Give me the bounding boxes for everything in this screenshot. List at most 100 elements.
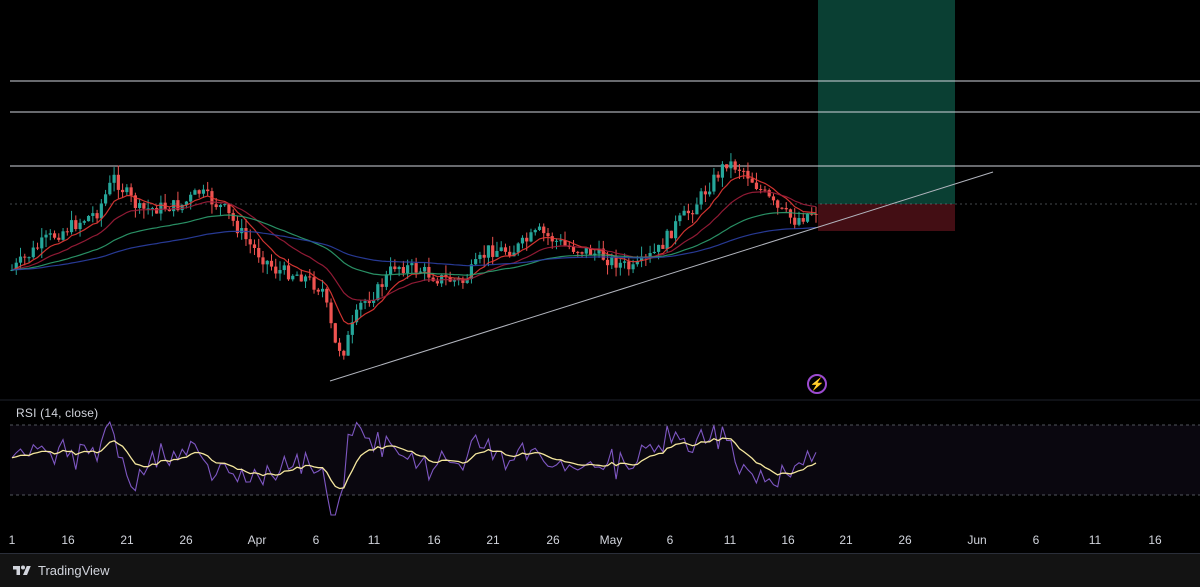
candle-body bbox=[482, 254, 486, 258]
candle-body bbox=[627, 261, 631, 270]
candle-body bbox=[801, 218, 805, 222]
candle-body bbox=[401, 267, 405, 274]
candle-body bbox=[316, 289, 320, 292]
ascending-trendline bbox=[329, 171, 994, 382]
candle-body bbox=[695, 204, 699, 215]
x-axis-tick-label: 21 bbox=[120, 533, 134, 547]
long-target-zone bbox=[818, 0, 955, 204]
candle-body bbox=[282, 265, 286, 271]
candle-body bbox=[82, 221, 86, 223]
candle-body bbox=[346, 334, 350, 356]
x-axis-tick-label: 26 bbox=[179, 533, 193, 547]
candle-body bbox=[529, 232, 533, 242]
candle-body bbox=[703, 191, 707, 195]
candle-body bbox=[435, 281, 439, 284]
x-axis-tick-label: Apr bbox=[248, 533, 267, 547]
candle-body bbox=[614, 256, 618, 268]
candle-body bbox=[48, 233, 52, 235]
candle-body bbox=[601, 248, 605, 260]
candle-body bbox=[669, 230, 673, 239]
rsi-band bbox=[10, 425, 1200, 495]
candle-body bbox=[265, 260, 269, 265]
candle-body bbox=[371, 299, 376, 303]
candle-body bbox=[588, 247, 593, 256]
candle-body bbox=[499, 247, 503, 251]
candle-body bbox=[478, 254, 482, 260]
candle-body bbox=[350, 322, 354, 335]
candle-body bbox=[597, 248, 601, 254]
candle-body bbox=[657, 244, 661, 252]
candle-body bbox=[537, 226, 542, 231]
candle-body bbox=[610, 256, 614, 266]
candle-body bbox=[495, 250, 499, 257]
candle-body bbox=[520, 237, 525, 244]
candle-body bbox=[622, 261, 627, 263]
candle-body bbox=[733, 161, 737, 170]
candle-body bbox=[367, 301, 371, 303]
candle-body bbox=[661, 244, 665, 249]
candle-body bbox=[129, 187, 133, 196]
candle-body bbox=[503, 247, 508, 252]
candle-body bbox=[776, 200, 780, 208]
candle-body bbox=[112, 174, 116, 183]
candle-body bbox=[150, 208, 154, 210]
candle-body bbox=[252, 244, 257, 248]
candle-body bbox=[635, 260, 639, 265]
rsi-indicator-label[interactable]: RSI (14, close) bbox=[16, 406, 99, 420]
candle-body bbox=[308, 276, 312, 278]
candle-body bbox=[465, 278, 469, 283]
tradingview-brand[interactable]: TradingView bbox=[12, 563, 110, 578]
candle-body bbox=[797, 218, 801, 225]
x-axis-tick-label: 16 bbox=[781, 533, 795, 547]
candle-body bbox=[223, 204, 227, 206]
candle-body bbox=[554, 240, 559, 242]
price-chart[interactable]: 1 16 21 26 Apr 6 11 16 21 26 May 6 11 16 21 26 Jun 6 11 16 bbox=[0, 0, 1200, 553]
candle-body bbox=[508, 251, 512, 257]
candle-body bbox=[159, 202, 163, 214]
candle-body bbox=[342, 350, 346, 356]
candle-body bbox=[665, 230, 669, 249]
candle-body bbox=[278, 270, 282, 274]
candle-body bbox=[805, 213, 810, 222]
x-axis-tick-label: 16 bbox=[427, 533, 441, 547]
candle-body bbox=[486, 245, 491, 258]
candle-body bbox=[618, 262, 622, 268]
candle-body bbox=[423, 266, 427, 272]
candle-body bbox=[354, 309, 359, 323]
candle-body bbox=[65, 231, 69, 233]
candle-body bbox=[427, 266, 431, 278]
candle-body bbox=[725, 164, 729, 169]
candle-body bbox=[31, 247, 35, 258]
candle-body bbox=[257, 247, 261, 258]
candle-body bbox=[780, 207, 784, 209]
x-axis-tick-label: 21 bbox=[839, 533, 853, 547]
x-axis-tick-label: 16 bbox=[1148, 533, 1162, 547]
candle-body bbox=[546, 233, 550, 237]
candle-body bbox=[563, 240, 567, 246]
candle-body bbox=[61, 231, 65, 240]
lightning-icon[interactable]: ⚡ bbox=[807, 374, 827, 394]
candle-body bbox=[491, 245, 495, 257]
candle-body bbox=[788, 209, 793, 218]
candle-body bbox=[678, 215, 682, 222]
candle-body bbox=[559, 240, 563, 242]
candle-body bbox=[274, 266, 278, 274]
candle-body bbox=[750, 178, 754, 183]
candle-body bbox=[337, 342, 342, 351]
candle-body bbox=[121, 189, 125, 193]
candle-body bbox=[138, 203, 142, 208]
candle-body bbox=[652, 251, 656, 254]
candle-body bbox=[206, 189, 210, 192]
candle-body bbox=[40, 237, 44, 249]
ema-long-line bbox=[11, 226, 817, 271]
candle-body bbox=[767, 190, 771, 197]
candle-body bbox=[737, 169, 742, 171]
candle-body bbox=[95, 213, 99, 219]
candle-body bbox=[533, 230, 537, 233]
candle-body bbox=[686, 210, 690, 214]
candle-body bbox=[580, 252, 584, 254]
candle-body bbox=[197, 190, 201, 194]
candle-body bbox=[269, 260, 274, 267]
ema-mid-line bbox=[11, 191, 817, 302]
